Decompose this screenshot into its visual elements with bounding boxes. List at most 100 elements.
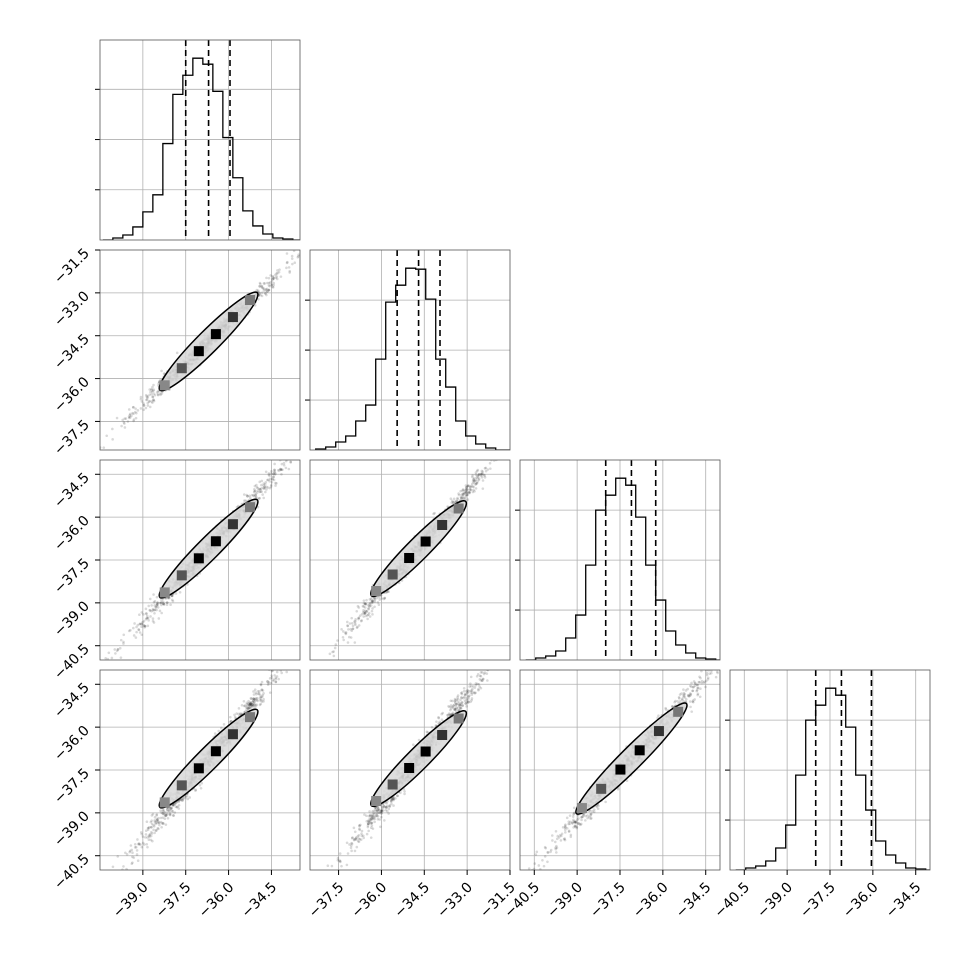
sample-point	[153, 608, 156, 612]
sample-point	[366, 824, 370, 827]
sample-point	[535, 850, 539, 854]
sample-point	[473, 691, 477, 695]
sample-point	[278, 469, 281, 472]
sample-point	[374, 814, 378, 817]
sample-point	[265, 488, 268, 491]
sample-point	[160, 598, 163, 602]
sample-point	[264, 480, 268, 484]
sample-point	[151, 839, 154, 843]
sample-point	[135, 411, 138, 415]
sample-point	[382, 597, 385, 601]
sample-point	[458, 704, 461, 707]
sample-point	[273, 470, 276, 473]
sample-point	[150, 822, 154, 826]
sample-point	[291, 451, 294, 454]
sample-point	[135, 625, 138, 629]
sample-point	[455, 702, 458, 706]
sample-point	[385, 809, 389, 813]
sample-point	[173, 803, 177, 806]
sample-point	[153, 393, 157, 397]
sample-point	[262, 484, 266, 487]
sample-point	[447, 712, 451, 715]
sample-point	[148, 399, 151, 403]
sample-point	[151, 607, 155, 611]
sample-point	[500, 441, 503, 444]
sample-point	[267, 276, 271, 280]
sample-point	[113, 648, 117, 651]
sample-point	[505, 445, 508, 448]
sample-point	[699, 687, 702, 691]
sample-point	[135, 849, 139, 852]
sample-point	[704, 679, 708, 683]
sample-point	[467, 484, 471, 488]
sample-point	[144, 406, 148, 410]
sample-point	[350, 842, 354, 846]
sample-point	[363, 602, 367, 605]
sample-point	[363, 606, 367, 609]
sample-point	[581, 815, 584, 819]
sample-point	[352, 838, 356, 841]
sample-point	[359, 838, 363, 841]
sample-point	[318, 420, 321, 423]
sample-point	[469, 700, 472, 704]
sample-point	[492, 460, 496, 462]
sample-point	[354, 836, 358, 840]
sample-point	[446, 505, 449, 508]
sample-point	[491, 654, 494, 657]
sample-point	[170, 807, 173, 810]
sample-point	[366, 617, 369, 621]
sample-point	[334, 643, 338, 646]
sample-point	[380, 809, 384, 812]
sample-point	[258, 490, 262, 494]
sample-point	[358, 828, 362, 832]
sample-point	[380, 597, 383, 600]
sample-point	[134, 845, 138, 849]
sample-point	[684, 689, 688, 692]
sample-point	[170, 598, 174, 602]
sample-point	[156, 603, 159, 606]
sample-point	[161, 810, 165, 813]
sample-point	[125, 853, 129, 856]
sample-point	[403, 790, 406, 793]
sample-point	[152, 398, 155, 402]
sample-point	[140, 400, 144, 403]
sample-point	[469, 682, 472, 685]
sample-point	[389, 799, 393, 803]
sample-point	[246, 494, 249, 498]
sample-point	[358, 837, 362, 841]
sample-point	[262, 692, 265, 695]
sample-point	[452, 704, 455, 707]
sample-point	[259, 488, 262, 491]
sample-point	[474, 478, 478, 482]
sample-point	[157, 816, 160, 820]
sample-point	[371, 817, 375, 821]
sample-point	[175, 805, 179, 809]
sample-point	[467, 694, 470, 698]
sample-point	[269, 472, 273, 475]
sample-point	[246, 702, 250, 705]
sample-point	[379, 810, 383, 813]
sample-point	[179, 798, 183, 802]
sample-point	[448, 713, 452, 717]
sample-point	[266, 679, 270, 683]
sample-point	[365, 610, 368, 613]
sample-point	[565, 826, 569, 830]
sample-point	[162, 812, 165, 815]
x-tick-label: −39.0	[110, 880, 152, 922]
sample-point	[169, 807, 172, 810]
sample-point	[271, 472, 275, 476]
sample-point	[372, 812, 376, 816]
sample-point	[391, 796, 395, 800]
sample-point	[379, 812, 383, 815]
sample-point	[166, 601, 169, 604]
sample-point	[462, 696, 465, 700]
sample-point	[143, 626, 146, 629]
sample-point	[272, 281, 276, 285]
density-cell	[210, 329, 221, 340]
sample-point	[494, 665, 497, 668]
sample-point	[469, 691, 473, 694]
sample-point	[321, 618, 324, 621]
density-cell	[176, 780, 187, 791]
sample-point	[146, 396, 149, 400]
x-tick-label: −34.5	[391, 880, 433, 922]
